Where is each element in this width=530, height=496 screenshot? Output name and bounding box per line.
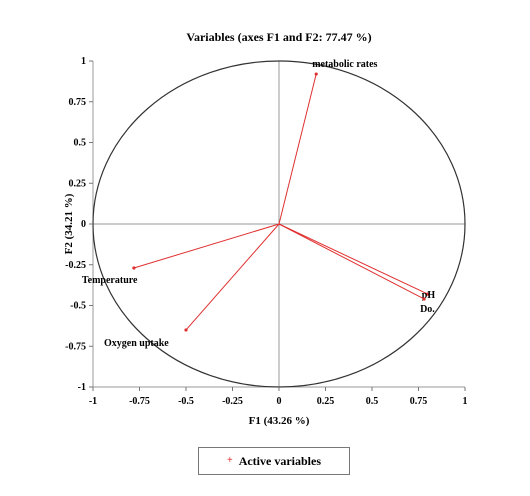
point-ph <box>426 292 430 296</box>
y-tick-label: 0 <box>81 219 86 230</box>
y-tick-label: 0.25 <box>69 178 87 189</box>
point-oxygen-uptake <box>184 328 188 332</box>
point-do <box>422 297 426 301</box>
y-tick-label: 1 <box>81 56 86 67</box>
label-oxygen-uptake: Oxygen uptake <box>104 338 169 349</box>
x-tick-label: 0 <box>277 396 282 407</box>
chart-title: Variables (axes F1 and F2: 77.47 %) <box>186 30 371 44</box>
y-tick-labels: 1 0.75 0.5 0.25 0 -0.25 -0.5 -0.75 -1 <box>65 56 93 393</box>
label-do: Do. <box>420 304 435 315</box>
y-tick-label: -0.75 <box>65 341 86 352</box>
x-tick-labels: -1 -0.75 -0.5 -0.25 0 0.25 0.5 0.75 1 <box>89 387 468 407</box>
x-tick-label: -0.25 <box>222 396 243 407</box>
vector-do <box>278 223 425 300</box>
x-tick-label: 1 <box>463 396 468 407</box>
label-temperature: Temperature <box>82 275 138 286</box>
x-tick-label: -0.5 <box>178 396 194 407</box>
x-tick-label: -0.75 <box>129 396 150 407</box>
legend-marker-icon: + <box>226 455 233 466</box>
y-tick-label: 0.5 <box>74 138 87 149</box>
vector-oxygen-uptake <box>185 223 280 331</box>
point-temperature <box>132 266 136 270</box>
variable-vectors: metabolic rates pH Do. Temperature Oxygen up… <box>82 59 435 349</box>
y-tick-label: 0.75 <box>69 97 87 108</box>
label-ph: pH <box>422 290 436 301</box>
y-tick-label: -0.25 <box>65 260 86 271</box>
x-tick-label: 0.5 <box>366 396 379 407</box>
x-tick-label: 0.75 <box>410 396 428 407</box>
x-axis-label: F1 (43.26 %) <box>249 415 310 427</box>
x-tick-label: -1 <box>89 396 97 407</box>
vector-temperature <box>133 223 280 269</box>
y-tick-label: -1 <box>78 382 86 393</box>
legend: + Active variables <box>198 447 350 475</box>
vector-metabolic-rates <box>278 73 317 225</box>
y-axis-label: F2 (34.21 %) <box>63 193 75 254</box>
x-tick-label: 0.25 <box>317 396 335 407</box>
legend-label: Active variables <box>238 453 321 468</box>
label-metabolic-rates: metabolic rates <box>312 59 377 70</box>
vector-ph <box>278 223 429 295</box>
point-metabolic-rates <box>314 72 318 76</box>
y-tick-label: -0.5 <box>70 301 86 312</box>
